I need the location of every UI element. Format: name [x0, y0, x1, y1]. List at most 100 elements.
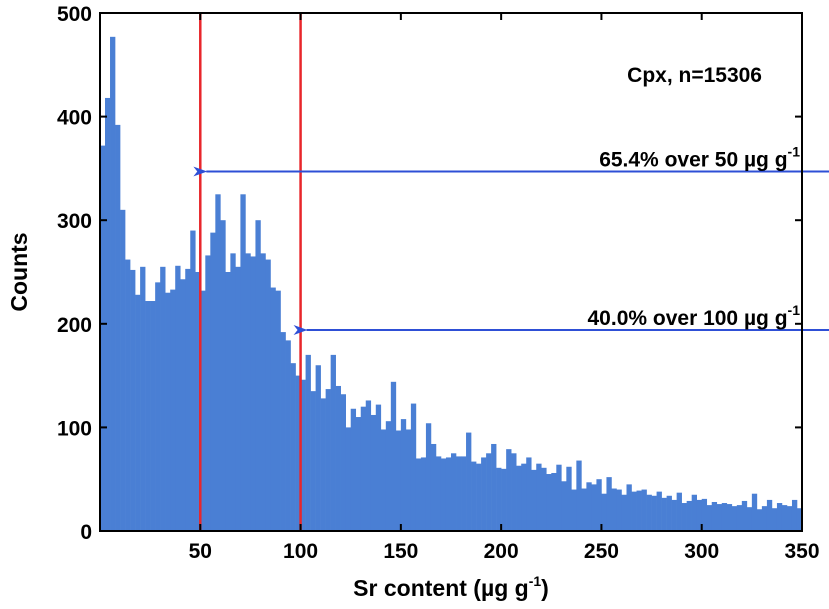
histogram-bar [170, 289, 176, 531]
histogram-bar [631, 491, 637, 531]
y-tick-label: 300 [57, 210, 92, 233]
sample-count-annotation: Cpx, n=15306 [627, 64, 762, 87]
y-tick-label: 500 [57, 3, 92, 26]
histogram-bar [626, 484, 632, 531]
histogram-bar [130, 269, 136, 531]
histogram-bar [305, 354, 311, 531]
histogram-bar [686, 500, 692, 531]
x-tick-label: 50 [189, 540, 212, 563]
histogram-bar [220, 220, 226, 531]
histogram-bar [691, 494, 697, 531]
histogram-bar [410, 403, 417, 531]
histogram-bar [420, 457, 427, 531]
arrow-label-50-sup: -1 [788, 144, 801, 160]
histogram-bar [496, 467, 502, 531]
histogram-bar [471, 461, 477, 531]
histogram-bar [731, 506, 738, 531]
histogram-bar [586, 482, 592, 531]
histogram-bar [340, 394, 346, 531]
histogram-bar [395, 430, 402, 531]
histogram-bar [185, 268, 191, 531]
histogram-bar [445, 457, 452, 531]
histogram-bar [370, 414, 377, 531]
y-tick-label: 0 [80, 521, 92, 544]
arrow-label-50-text: 65.4% over 50 µg g [599, 149, 787, 172]
histogram-bar [310, 391, 316, 531]
arrow-annotations [193, 166, 829, 336]
x-axis-ticks: 50 100 150 200 250 300 350 [189, 13, 820, 563]
x-tick-label: 300 [684, 540, 719, 563]
histogram-bar [375, 404, 382, 531]
y-tick-label: 400 [57, 107, 92, 130]
histogram-bar [200, 290, 206, 531]
histogram-bar [536, 463, 542, 531]
histogram-bar [776, 503, 783, 531]
histogram-bar [486, 453, 492, 531]
histogram-bar [796, 508, 803, 531]
histogram-bar [476, 463, 482, 531]
arrow-label-100-sup: -1 [788, 302, 801, 318]
histogram-bar [300, 379, 306, 531]
x-axis-title-text: Sr content (µg g [353, 575, 529, 601]
histogram-bar [666, 495, 672, 531]
histogram-bar [115, 124, 121, 531]
histogram-bar [601, 493, 607, 531]
x-axis-title-tail: ) [541, 575, 549, 601]
histogram-bar [706, 505, 713, 531]
histogram-bar [566, 466, 572, 531]
histogram-bar [105, 97, 111, 532]
histogram-bar [240, 194, 246, 532]
histogram-bar [195, 272, 201, 531]
histogram-bar [355, 417, 362, 531]
histogram-bar [746, 507, 753, 531]
histogram-bar [616, 489, 622, 531]
y-axis-ticks: 0 100 200 300 400 500 [57, 3, 802, 544]
histogram-bar [110, 36, 116, 531]
histogram-bar [230, 253, 236, 532]
histogram-bar [521, 463, 527, 531]
histogram-bar [270, 287, 276, 531]
histogram-bar [350, 408, 357, 531]
histogram-bar [280, 332, 286, 531]
y-tick-label: 100 [57, 417, 92, 440]
histogram-bar [165, 292, 171, 531]
histogram-bar [511, 453, 517, 531]
histogram-bar [435, 456, 442, 531]
histogram-bar [541, 467, 547, 531]
histogram-bar [275, 290, 281, 531]
histogram-bar [365, 400, 372, 531]
histogram-bar [671, 499, 677, 531]
histogram-bar [516, 465, 522, 531]
histogram-bar [636, 490, 642, 531]
histogram-bar [711, 501, 718, 531]
histogram-bars [100, 36, 803, 532]
histogram-bar [726, 504, 733, 531]
x-axis-title-sup: -1 [529, 573, 542, 589]
histogram-bar [596, 479, 602, 531]
histogram-bar [380, 429, 387, 531]
histogram-bar [656, 491, 662, 531]
histogram-bar [571, 489, 577, 531]
x-axis-title: Sr content (µg g-1) [353, 573, 549, 601]
histogram-bar [360, 406, 367, 531]
histogram-bar [440, 458, 447, 531]
histogram-bar [546, 474, 552, 531]
x-tick-label: 350 [784, 540, 819, 563]
histogram-bar [461, 456, 467, 531]
histogram-bar [581, 488, 587, 531]
histogram-bar [641, 489, 647, 531]
histogram-bar [175, 265, 181, 531]
histogram-bar [456, 456, 462, 531]
histogram-bar [751, 493, 758, 531]
x-tick-label: 200 [484, 540, 519, 563]
x-tick-label: 100 [283, 540, 318, 563]
arrow-label-100-text: 40.0% over 100 µg g [588, 307, 788, 330]
histogram-bar [531, 469, 537, 531]
histogram-bar [205, 255, 211, 531]
histogram-bar [716, 504, 723, 531]
histogram-bar [591, 484, 597, 531]
histogram-bar [771, 508, 778, 531]
histogram-bar [265, 259, 271, 531]
histogram-bar [160, 266, 166, 531]
